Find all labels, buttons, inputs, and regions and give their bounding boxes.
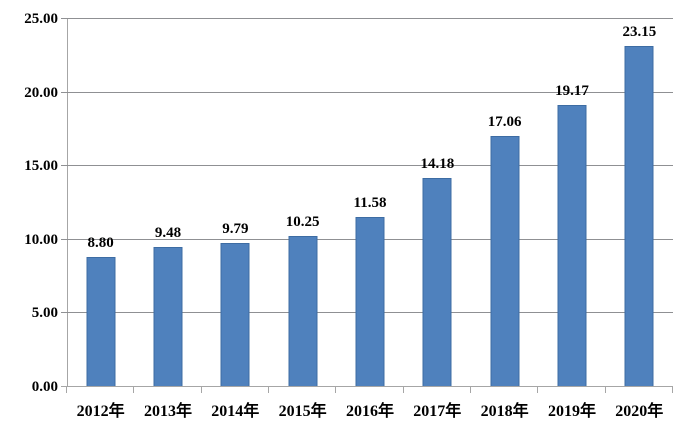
bar-value-label: 11.58 [353, 194, 387, 211]
bar-slot: 9.79 2014年 [202, 19, 269, 420]
bar [557, 104, 587, 387]
x-tick-mark [402, 387, 404, 393]
y-tick-label: 25.00 [24, 11, 58, 27]
x-tick-mark [133, 387, 135, 393]
bar [220, 242, 250, 387]
x-tick-mark [267, 387, 269, 393]
x-category-label: 2018年 [480, 403, 529, 420]
y-axis-line [67, 19, 68, 387]
x-tick-mark [469, 387, 471, 393]
y-tick-label: 5.00 [31, 305, 58, 322]
bar-value-label: 14.18 [420, 156, 455, 173]
bar [490, 135, 520, 387]
bar-value-label: 8.80 [87, 235, 114, 252]
plot-area: 8.80 2012年 9.48 2013年 9.79 2014年 10.25 2015年 11.… [61, 18, 673, 420]
x-tick-mark [604, 387, 606, 393]
x-category-label: 2019年 [547, 403, 596, 420]
x-axis-line [61, 386, 673, 387]
x-category-label: 2015年 [278, 403, 327, 420]
x-category-label: 2020年 [615, 403, 664, 420]
bar-slot: 8.80 2012年 [67, 19, 134, 420]
gridline [61, 165, 673, 167]
bar [86, 257, 116, 387]
bar-value-label: 9.48 [154, 225, 182, 242]
bar-slot: 23.15 2020年 [606, 19, 673, 420]
x-tick-mark [200, 387, 202, 393]
bar-value-label: 17.06 [487, 113, 522, 130]
x-category-label: 2017年 [413, 403, 462, 420]
x-tick-mark [66, 387, 67, 393]
bar [153, 247, 183, 387]
y-tick-label: 20.00 [24, 84, 58, 101]
x-category-label: 2012年 [76, 403, 125, 420]
bar-slot: 19.17 2019年 [538, 19, 605, 420]
bar [422, 178, 452, 387]
bar-slot: 9.48 2013年 [134, 19, 201, 420]
bar [288, 236, 318, 387]
bar-slot: 11.58 2016年 [336, 19, 403, 420]
x-category-label: 2016年 [345, 403, 394, 420]
bar-value-label: 10.25 [285, 214, 320, 231]
bar-value-label: 23.15 [622, 24, 657, 41]
x-category-label: 2013年 [143, 403, 192, 420]
bar-slot: 14.18 2017年 [404, 19, 471, 420]
x-category-label: 2014年 [211, 403, 260, 420]
bar-slot: 10.25 2015年 [269, 19, 336, 420]
bar [355, 216, 385, 387]
bar-value-label: 9.79 [222, 220, 249, 237]
y-tick-label: 0.00 [31, 379, 58, 395]
x-tick-mark [537, 387, 539, 393]
bar-value-label: 19.17 [555, 82, 589, 99]
y-tick-label: 15.00 [24, 158, 58, 175]
x-tick-mark [672, 387, 673, 393]
bar [624, 46, 654, 387]
x-tick-mark [335, 387, 337, 393]
gridline [61, 18, 673, 19]
bar-slot: 17.06 2018年 [471, 19, 538, 420]
y-tick-label: 10.00 [24, 231, 58, 248]
gridline [61, 91, 673, 93]
